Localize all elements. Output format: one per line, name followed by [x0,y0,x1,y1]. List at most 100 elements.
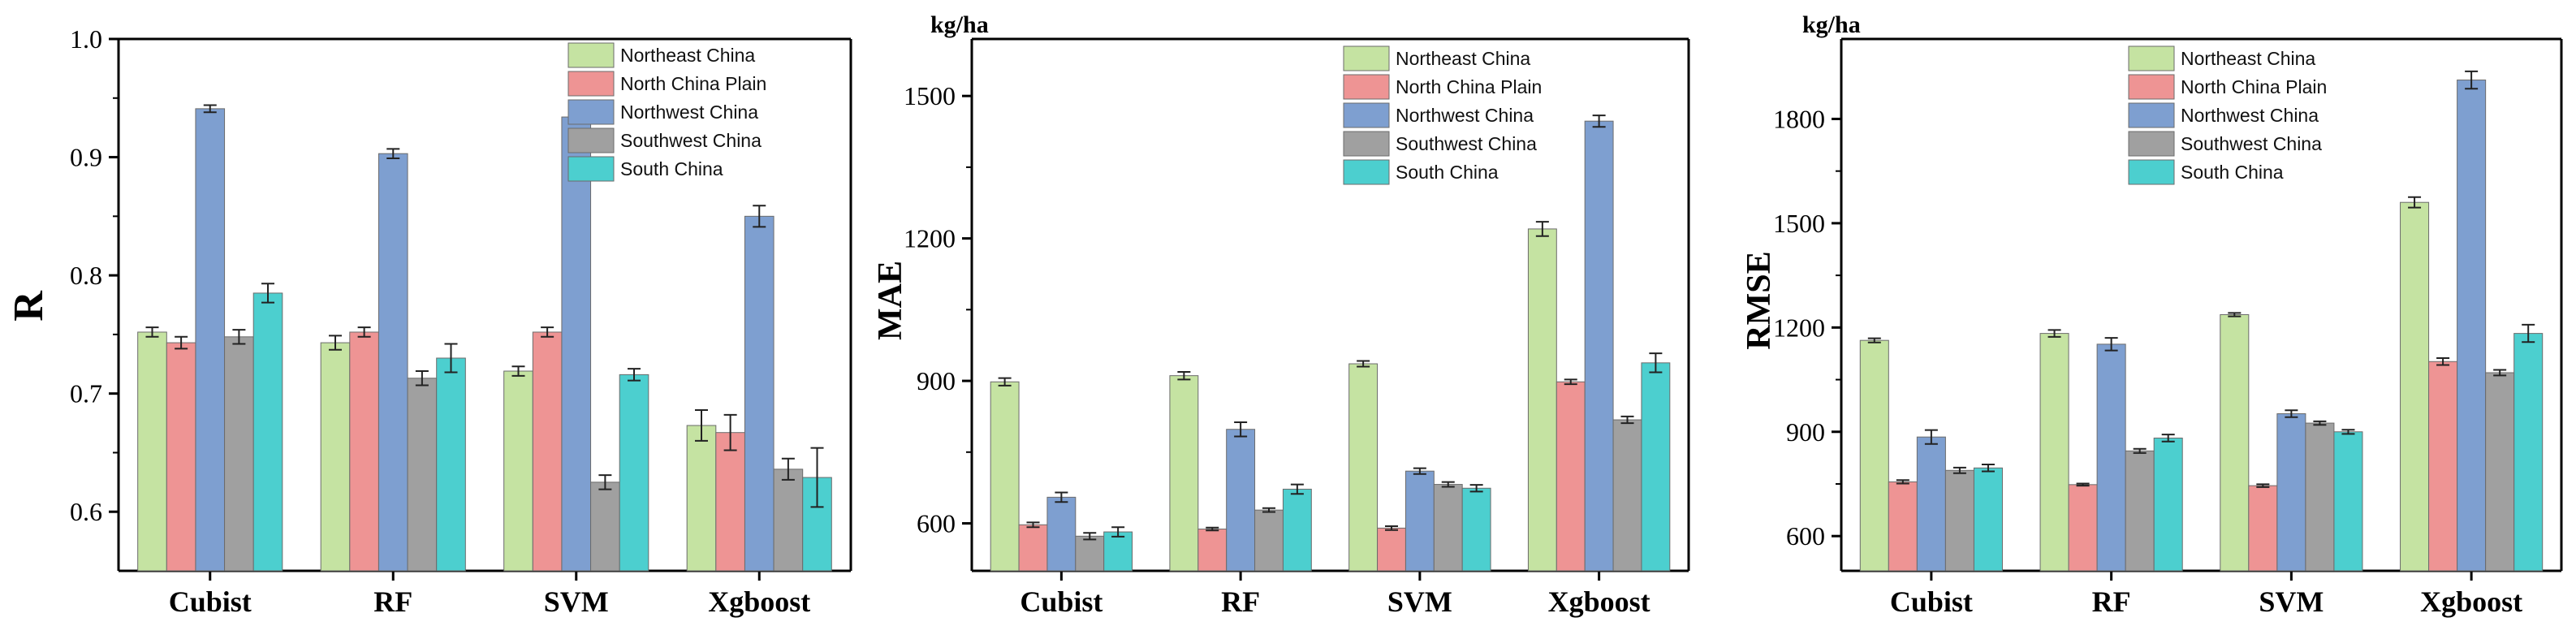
mae-category-label-svm: SVM [1387,585,1452,618]
rmse-category-label-cubist: Cubist [1890,585,1973,618]
mae-bar-xgboost-southwest-china [1612,419,1642,572]
r-bar-xgboost-northeast-china [686,425,717,572]
rmse-legend-label-north-china-plain: North China Plain [2181,76,2327,97]
r-chart-panel: R 0.6 0.7 0.8 0.9 1.0 Cubist RF SVM Xgboost North… [6,24,852,618]
r-bar-rf-south-china [436,357,466,572]
rmse-y-axis-label: RMSE [1741,251,1778,349]
mae-legend-label-north-china-plain: North China Plain [1396,76,1542,97]
rmse-bar-cubist-south-china [1973,467,2003,572]
mae-category-label-cubist: Cubist [1020,585,1102,618]
mae-bar-svm-north-china-plain [1377,527,1406,572]
r-legend-label-northeast-china: Northeast China [620,45,755,66]
r-legend-swatch-south-china [567,156,615,182]
mae-bar-rf-northeast-china [1169,375,1199,572]
rmse-bar-svm-north-china-plain [2248,485,2278,572]
r-category-label-svm: SVM [544,585,609,618]
r-bar-cubist-northeast-china [137,331,167,572]
rmse-bar-rf-north-china-plain [2068,484,2098,572]
rmse-legend-label-northwest-china: Northwest China [2181,105,2319,126]
r-legend-swatch-north-china-plain [567,71,615,97]
r-bar-xgboost-northwest-china [744,215,775,572]
mae-category-label-rf: RF [1221,585,1260,618]
r-y-tick-label: 1.0 [70,24,102,54]
rmse-bar-cubist-north-china-plain [1888,481,1918,572]
rmse-category-label-svm: SVM [2259,585,2324,618]
mae-legend-label-northeast-china: Northeast China [1396,48,1530,69]
rmse-legend-swatch-northwest-china [2128,102,2175,128]
rmse-category-label-xgboost: Xgboost [2420,585,2522,618]
r-legend-swatch-northeast-china [567,42,615,68]
r-category-label-xgboost: Xgboost [708,585,810,618]
mae-bar-svm-south-china [1461,487,1491,572]
r-bar-svm-northeast-china [503,370,533,572]
mae-legend-swatch-southwest-china [1343,131,1390,157]
mae-bar-rf-northwest-china [1226,429,1256,572]
rmse-bar-svm-southwest-china [2305,422,2335,572]
r-y-tick-label: 0.8 [70,261,102,290]
mae-legend-swatch-northeast-china [1343,45,1390,71]
rmse-legend-label-northeast-china: Northeast China [2181,48,2315,69]
mae-y-tick-label: 1500 [904,81,956,110]
r-y-axis-label: R [6,290,52,322]
r-legend-label-south-china: South China [620,158,723,179]
mae-legend-label-northwest-china: Northwest China [1396,105,1534,126]
r-bar-xgboost-north-china-plain [715,432,745,572]
r-bar-cubist-southwest-china [224,336,254,572]
rmse-y-tick-label: 600 [1786,521,1825,551]
r-bar-cubist-northwest-china [195,108,226,572]
r-bar-xgboost-southwest-china [773,469,804,572]
mae-bar-xgboost-north-china-plain [1556,381,1586,572]
rmse-bar-svm-northeast-china [2220,313,2250,572]
mae-category-label-xgboost: Xgboost [1548,585,1650,618]
rmse-y-tick-label: 900 [1786,417,1825,447]
mae-bar-rf-north-china-plain [1197,529,1228,572]
mae-bar-cubist-north-china-plain [1018,524,1048,572]
rmse-bar-xgboost-northeast-china [2400,201,2430,572]
rmse-y-tick-label: 1200 [1773,313,1825,342]
mae-legend-label-south-china: South China [1396,162,1499,183]
mae-bar-cubist-southwest-china [1075,535,1105,572]
rmse-legend-swatch-north-china-plain [2128,74,2175,100]
mae-y-axis-label: MAE [872,261,909,340]
r-legend-label-northwest-china: Northwest China [620,102,758,123]
mae-bar-xgboost-south-china [1641,362,1671,572]
rmse-y-tick-label: 1800 [1773,104,1825,133]
rmse-bar-cubist-northeast-china [1859,339,1889,572]
rmse-bar-cubist-southwest-china [1944,469,1974,572]
rmse-bar-cubist-northwest-china [1916,436,1946,572]
r-legend-label-north-china-plain: North China Plain [620,73,766,94]
rmse-legend-swatch-south-china [2128,159,2175,185]
r-bar-svm-southwest-china [590,482,620,572]
rmse-bar-svm-northwest-china [2276,413,2306,572]
mae-legend: Northeast China North China Plain Northwes… [1343,45,1542,185]
mae-bar-rf-south-china [1282,488,1312,572]
mae-legend-swatch-northwest-china [1343,102,1390,128]
r-legend: Northeast China North China Plain Northwes… [567,42,766,182]
rmse-category-label-rf: RF [2092,585,2131,618]
r-bar-svm-northwest-china [561,116,592,572]
rmse-bar-rf-northwest-china [2096,343,2126,572]
r-bar-rf-north-china-plain [349,331,379,572]
rmse-bar-xgboost-south-china [2513,333,2544,572]
rmse-bar-rf-southwest-china [2125,450,2155,572]
mae-chart-panel: MAE kg/ha 600 900 1200 1500 Cubist RF SVM Xgboo… [872,11,1690,618]
mae-bar-rf-southwest-china [1254,509,1284,572]
rmse-bar-svm-south-china [2333,431,2363,572]
mae-bar-svm-southwest-china [1433,484,1463,572]
mae-bar-svm-northwest-china [1405,470,1435,572]
mae-legend-swatch-south-china [1343,159,1390,185]
mae-legend-swatch-north-china-plain [1343,74,1390,100]
r-legend-swatch-northwest-china [567,99,615,125]
r-category-label-cubist: Cubist [169,585,252,618]
rmse-bar-xgboost-northwest-china [2457,80,2487,572]
rmse-y-tick-label: 1500 [1773,209,1825,238]
r-bar-rf-northwest-china [378,153,408,572]
r-bar-svm-south-china [619,374,649,572]
mae-bar-xgboost-northwest-china [1584,120,1614,572]
r-y-tick-label: 0.7 [70,379,102,408]
rmse-legend-label-southwest-china: Southwest China [2181,133,2322,154]
mae-y-tick-label: 900 [917,366,956,395]
mae-bar-cubist-south-china [1103,531,1133,572]
rmse-legend: Northeast China North China Plain Northwes… [2128,45,2327,185]
